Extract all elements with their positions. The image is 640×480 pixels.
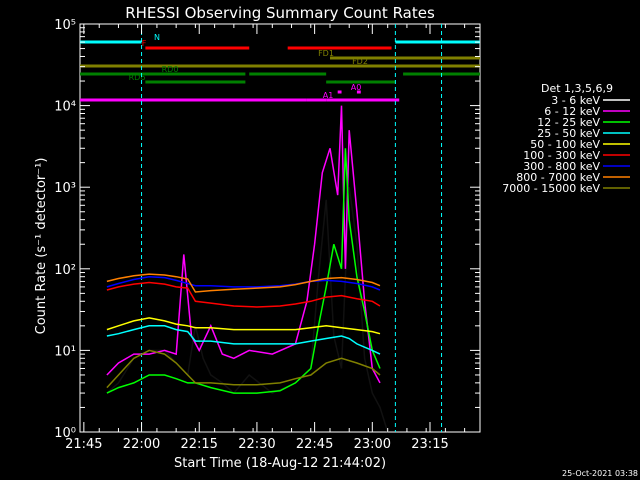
x-tick-label: 22:45 [296,437,333,452]
series-line [106,148,381,394]
chart-title: RHESSI Observing Summary Count Rates [125,4,435,22]
state-bar-label: F [142,39,147,48]
state-bar-label: N [154,33,160,42]
state-bar-label: FD1 [318,49,334,58]
plot-frame [79,23,481,433]
legend-label: 50 - 100 keV [530,138,600,151]
series-line [106,325,381,355]
series-line [106,317,381,335]
series-line [106,281,381,308]
x-tick-label: 22:00 [123,437,160,452]
series-line [106,275,381,291]
series-line [106,105,381,384]
legend-label: 12 - 25 keV [537,116,600,129]
legend-label: 3 - 6 keV [551,94,600,107]
x-tick-label: 21:45 [65,437,102,452]
x-tick-label: 23:00 [354,437,391,452]
timestamp: 25-Oct-2021 03:38 [562,469,638,478]
series-line [106,349,381,389]
y-tick-label: 10⁵ [54,18,76,33]
legend-label: 6 - 12 keV [544,105,600,118]
legend-label: 300 - 800 keV [523,160,600,173]
y-tick-label: 10² [54,263,76,278]
state-bar-label: A0 [351,83,362,92]
state-bar-label: RD0 [162,65,179,74]
y-axis-label: Count Rate (s⁻¹ detector⁻¹) [34,158,49,335]
x-tick-label: 22:15 [180,437,217,452]
plot-border [79,23,481,433]
legend-label: 25 - 50 keV [537,127,600,140]
state-bar-label: RD6 [129,73,146,82]
legend-label: 7000 - 15000 keV [502,182,600,195]
legend-label: 800 - 7000 keV [516,171,600,184]
series-line [106,273,381,293]
series-lines [106,105,389,433]
y-tick-label: 10¹ [54,344,76,359]
x-tick-label: 22:30 [238,437,275,452]
axes: 21:45 22:00 22:15 22:30 22:45 23:00 23:15 10⁰ 10… [54,18,480,452]
state-bar-label: FD2 [352,57,368,66]
y-tick-label: 10⁴ [54,100,76,115]
y-tick-label: 10³ [54,181,76,196]
legend-title: Det 1,3,5,6,9 [541,82,613,95]
state-bar-label: A1 [323,91,334,100]
x-axis-label: Start Time (18-Aug-12 21:44:02) [174,456,386,471]
attenuator-lines [141,24,443,432]
y-tick-label: 10⁰ [54,426,76,441]
x-tick-label: 23:15 [411,437,448,452]
legend-label: 100 - 300 keV [523,149,600,162]
